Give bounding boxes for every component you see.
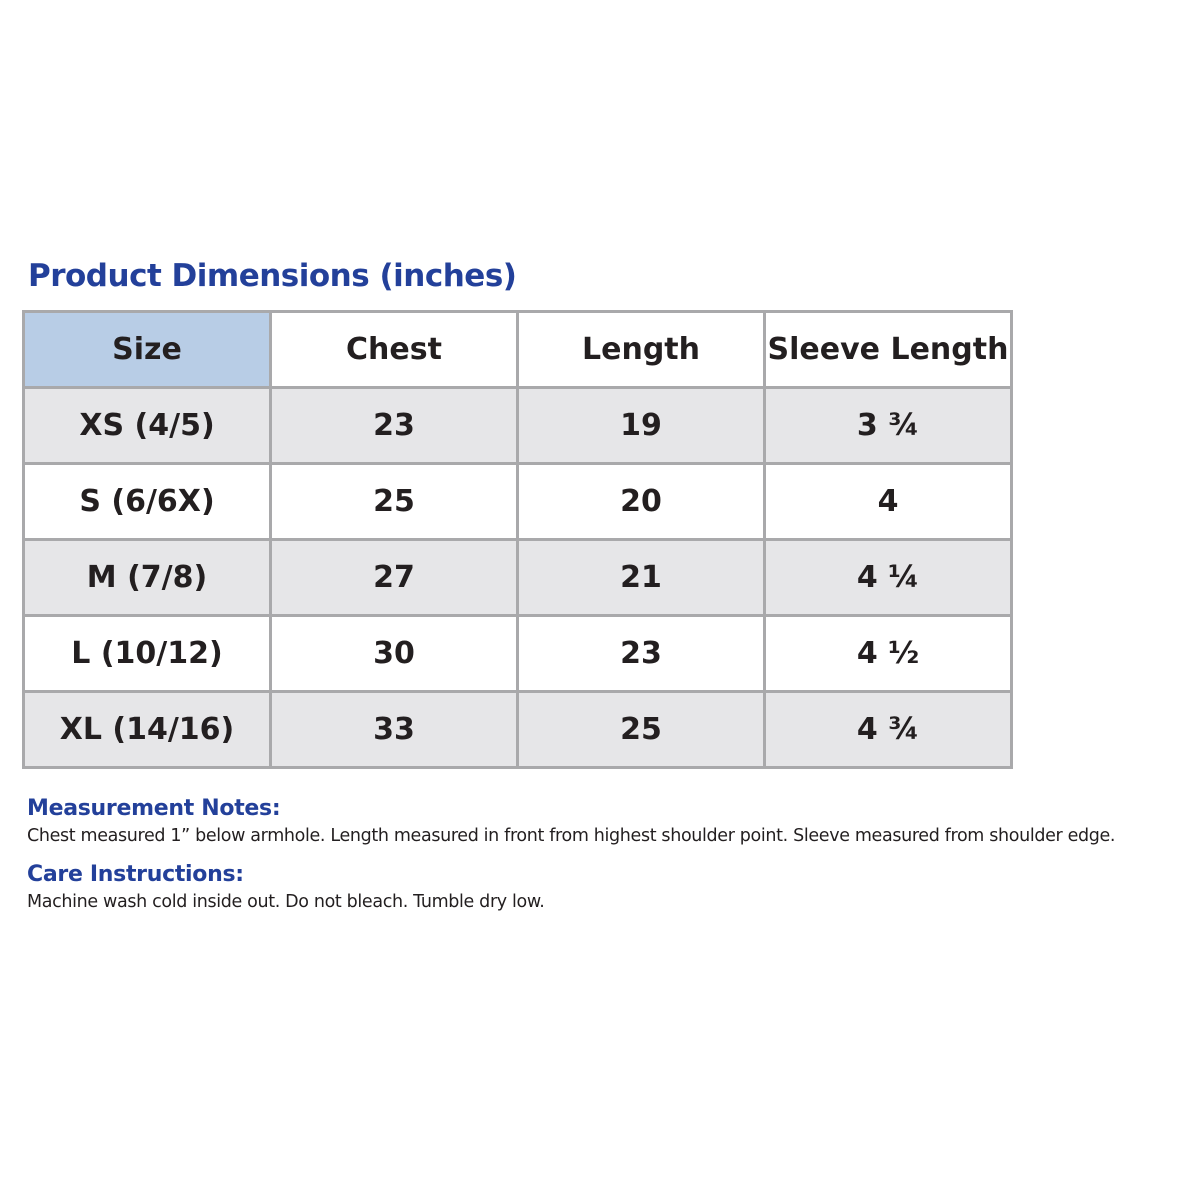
table-row: S (6/6X) 25 20 4 — [22, 462, 1013, 541]
sleeve-cell: 4 ½ — [763, 614, 1013, 693]
table-row: L (10/12) 30 23 4 ½ — [22, 614, 1013, 693]
sleeve-cell: 3 ¾ — [763, 386, 1013, 465]
size-cell: XS (4/5) — [22, 386, 272, 465]
measurement-notes-heading: Measurement Notes: — [27, 796, 281, 821]
chest-cell: 25 — [269, 462, 519, 541]
sleeve-cell: 4 ¾ — [763, 690, 1013, 769]
length-cell: 20 — [516, 462, 766, 541]
page-title: Product Dimensions (inches) — [28, 258, 517, 294]
header-length: Length — [516, 310, 766, 389]
table-row: M (7/8) 27 21 4 ¼ — [22, 538, 1013, 617]
table-row: XL (14/16) 33 25 4 ¾ — [22, 690, 1013, 769]
care-instructions-heading: Care Instructions: — [27, 862, 244, 887]
sleeve-cell: 4 ¼ — [763, 538, 1013, 617]
chest-cell: 30 — [269, 614, 519, 693]
size-cell: S (6/6X) — [22, 462, 272, 541]
header-size: Size — [22, 310, 272, 389]
length-cell: 25 — [516, 690, 766, 769]
size-cell: XL (14/16) — [22, 690, 272, 769]
size-cell: L (10/12) — [22, 614, 272, 693]
chest-cell: 27 — [269, 538, 519, 617]
header-sleeve-length: Sleeve Length — [763, 310, 1013, 389]
size-cell: M (7/8) — [22, 538, 272, 617]
chest-cell: 33 — [269, 690, 519, 769]
chest-cell: 23 — [269, 386, 519, 465]
dimensions-table: Size Chest Length Sleeve Length XS (4/5)… — [22, 310, 1013, 769]
measurement-notes-text: Chest measured 1” below armhole. Length … — [27, 826, 1116, 846]
header-chest: Chest — [269, 310, 519, 389]
length-cell: 19 — [516, 386, 766, 465]
care-instructions-text: Machine wash cold inside out. Do not ble… — [27, 892, 545, 912]
sleeve-cell: 4 — [763, 462, 1013, 541]
length-cell: 21 — [516, 538, 766, 617]
table-header-row: Size Chest Length Sleeve Length — [22, 310, 1013, 389]
table-row: XS (4/5) 23 19 3 ¾ — [22, 386, 1013, 465]
length-cell: 23 — [516, 614, 766, 693]
